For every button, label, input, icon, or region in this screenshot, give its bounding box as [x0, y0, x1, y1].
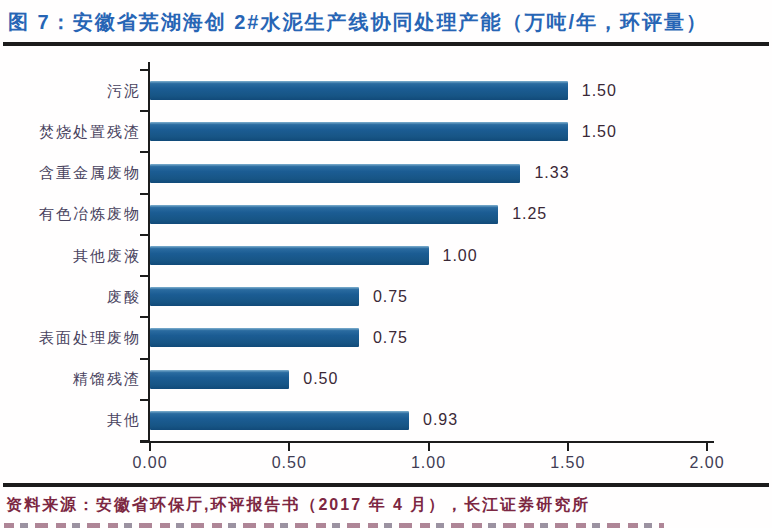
x-axis-tick	[706, 443, 708, 451]
category-label: 有色冶炼废物	[39, 205, 141, 224]
y-axis-tick	[140, 316, 149, 318]
x-axis-tick	[288, 443, 290, 451]
bar-value-label: 0.93	[423, 411, 458, 429]
x-axis-tick-label: 0.50	[253, 454, 325, 472]
bar-value-label: 1.00	[443, 247, 478, 265]
source-note: 资料来源：安徽省环保厅,环评报告书（2017 年 4 月），长江证券研究所	[6, 495, 770, 516]
chart-divider-rule	[3, 483, 769, 487]
source-text: 安徽省环保厅,环评报告书（2017 年 4 月），长江证券研究所	[96, 496, 590, 513]
bar	[150, 246, 429, 265]
bar	[150, 164, 520, 183]
bar	[150, 370, 289, 389]
x-axis-tick	[567, 443, 569, 451]
category-label: 含重金属废物	[39, 164, 141, 183]
cutoff-next-line-text	[4, 523, 664, 528]
horizontal-bar-chart: 0.00 0.50 1.00 1.50 2.00 污泥 1.50 焚烧处置残渣 1.50 含重金属…	[0, 0, 772, 528]
category-label: 污泥	[107, 81, 141, 100]
y-axis-tick	[140, 234, 149, 236]
x-axis-tick-label: 0.00	[114, 454, 186, 472]
category-label: 精馏残渣	[73, 370, 141, 389]
bar-value-label: 0.75	[373, 329, 408, 347]
bar-value-label: 0.75	[373, 288, 408, 306]
bar	[150, 81, 568, 100]
bar-value-label: 1.25	[512, 205, 547, 223]
bar-value-label: 1.50	[582, 123, 617, 141]
x-axis-tick	[149, 443, 151, 451]
bar	[150, 411, 409, 430]
category-label: 废酸	[107, 287, 141, 306]
y-axis-tick	[140, 151, 149, 153]
y-axis-tick	[140, 440, 149, 442]
bar-value-label: 0.50	[303, 370, 338, 388]
category-label: 焚烧处置残渣	[39, 122, 141, 141]
x-axis-tick	[428, 443, 430, 451]
x-axis-tick-label: 1.50	[532, 454, 604, 472]
report-figure-card: 图 7：安徽省芜湖海创 2#水泥生产线协同处理产能（万吨/年，环评量） 0.00…	[0, 0, 772, 528]
y-axis-tick	[140, 193, 149, 195]
y-axis-tick	[140, 358, 149, 360]
y-axis-tick	[140, 110, 149, 112]
y-axis-tick	[140, 275, 149, 277]
y-axis-tick	[140, 69, 149, 71]
y-axis-tick	[140, 399, 149, 401]
x-axis-tick-label: 1.00	[393, 454, 465, 472]
category-label: 表面处理废物	[39, 328, 141, 347]
bar	[150, 122, 568, 141]
source-label: 资料来源：	[6, 496, 96, 513]
bar-value-label: 1.33	[534, 164, 569, 182]
bar	[150, 205, 498, 224]
bar-value-label: 1.50	[582, 82, 617, 100]
bar	[150, 328, 359, 347]
category-label: 其他	[107, 411, 141, 430]
bar	[150, 287, 359, 306]
category-label: 其他废液	[73, 246, 141, 265]
x-axis-tick-label: 2.00	[671, 454, 743, 472]
